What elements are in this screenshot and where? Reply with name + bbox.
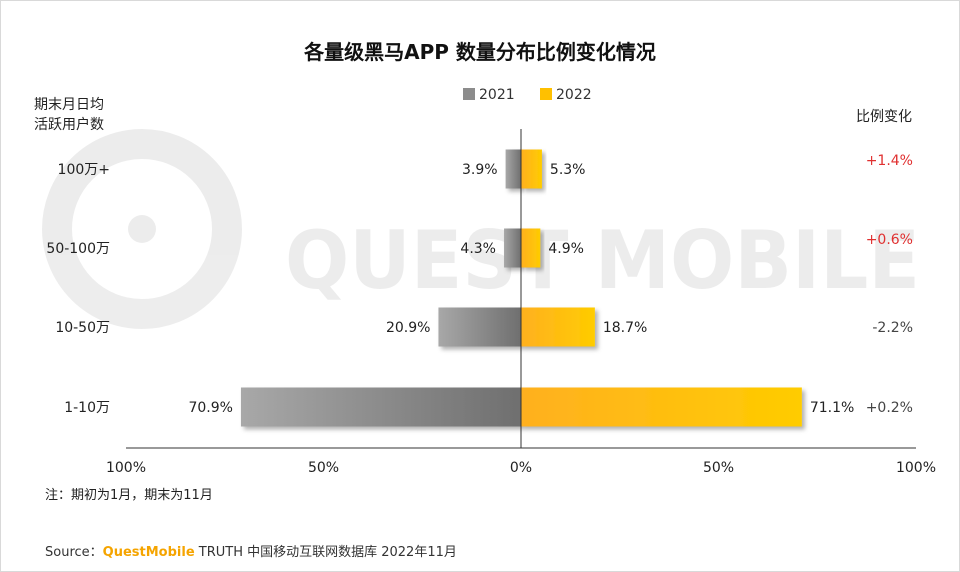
data-label-2022: 5.3% [550,162,586,178]
data-label-2021: 3.9% [462,162,498,178]
bar-2021 [240,387,521,427]
legend-label-2022: 2022 [556,87,592,103]
source-brand: QuestMobile [102,545,195,560]
data-label-2021: 70.9% [188,400,232,416]
watermark: QUEST MOBILE [42,129,920,329]
change-value: +0.2% [866,400,913,416]
bar-2021 [504,228,521,268]
y-axis-label: 期末月日均 活跃用户数 [34,95,144,135]
data-label-2022: 18.7% [603,320,647,336]
bar-2022 [521,307,595,347]
x-tick-label: 100% [106,460,146,476]
source-line: Source：QuestMobile TRUTH 中国移动互联网数据库 2022… [45,541,457,560]
bar-2022 [521,228,541,268]
legend-swatch-2021 [463,88,475,100]
footnote: 注：期初为1月，期末为11月 [45,488,213,503]
x-tick-label: 0% [510,460,532,476]
category-label: 1-10万 [64,400,110,416]
bar-2022 [521,149,542,189]
bar-2021 [505,149,521,189]
data-label-2021: 20.9% [386,320,430,336]
change-column-header: 比例变化 [856,109,912,125]
change-value: +0.6% [866,232,913,248]
watermark-text: QUEST MOBILE [285,214,920,307]
watermark-logo-dot [128,215,156,243]
category-label: 10-50万 [55,320,110,336]
bar-2021 [438,307,521,347]
x-tick-label: 50% [703,460,734,476]
data-label-2021: 4.3% [460,241,496,257]
change-value: -2.2% [872,320,913,336]
change-value: +1.4% [866,153,913,169]
data-label-2022: 71.1% [810,400,854,416]
watermark-logo-ring [42,129,242,329]
y-axis-label-line-1: 期末月日均 [34,97,104,113]
source-prefix: Source： [45,545,103,560]
data-label-2022: 4.9% [548,241,584,257]
chart-title: 各量级黑马APP 数量分布比例变化情况 [304,40,656,64]
x-tick-label: 100% [896,460,936,476]
category-label: 100万+ [58,162,110,178]
legend-label-2021: 2021 [479,87,515,103]
x-tick-label: 50% [308,460,339,476]
legend-swatch-2022 [540,88,552,100]
source-suffix: TRUTH 中国移动互联网数据库 2022年11月 [194,545,457,560]
y-axis-label-line-2: 活跃用户数 [34,117,104,133]
bar-2022 [521,387,802,427]
category-label: 50-100万 [46,241,110,257]
